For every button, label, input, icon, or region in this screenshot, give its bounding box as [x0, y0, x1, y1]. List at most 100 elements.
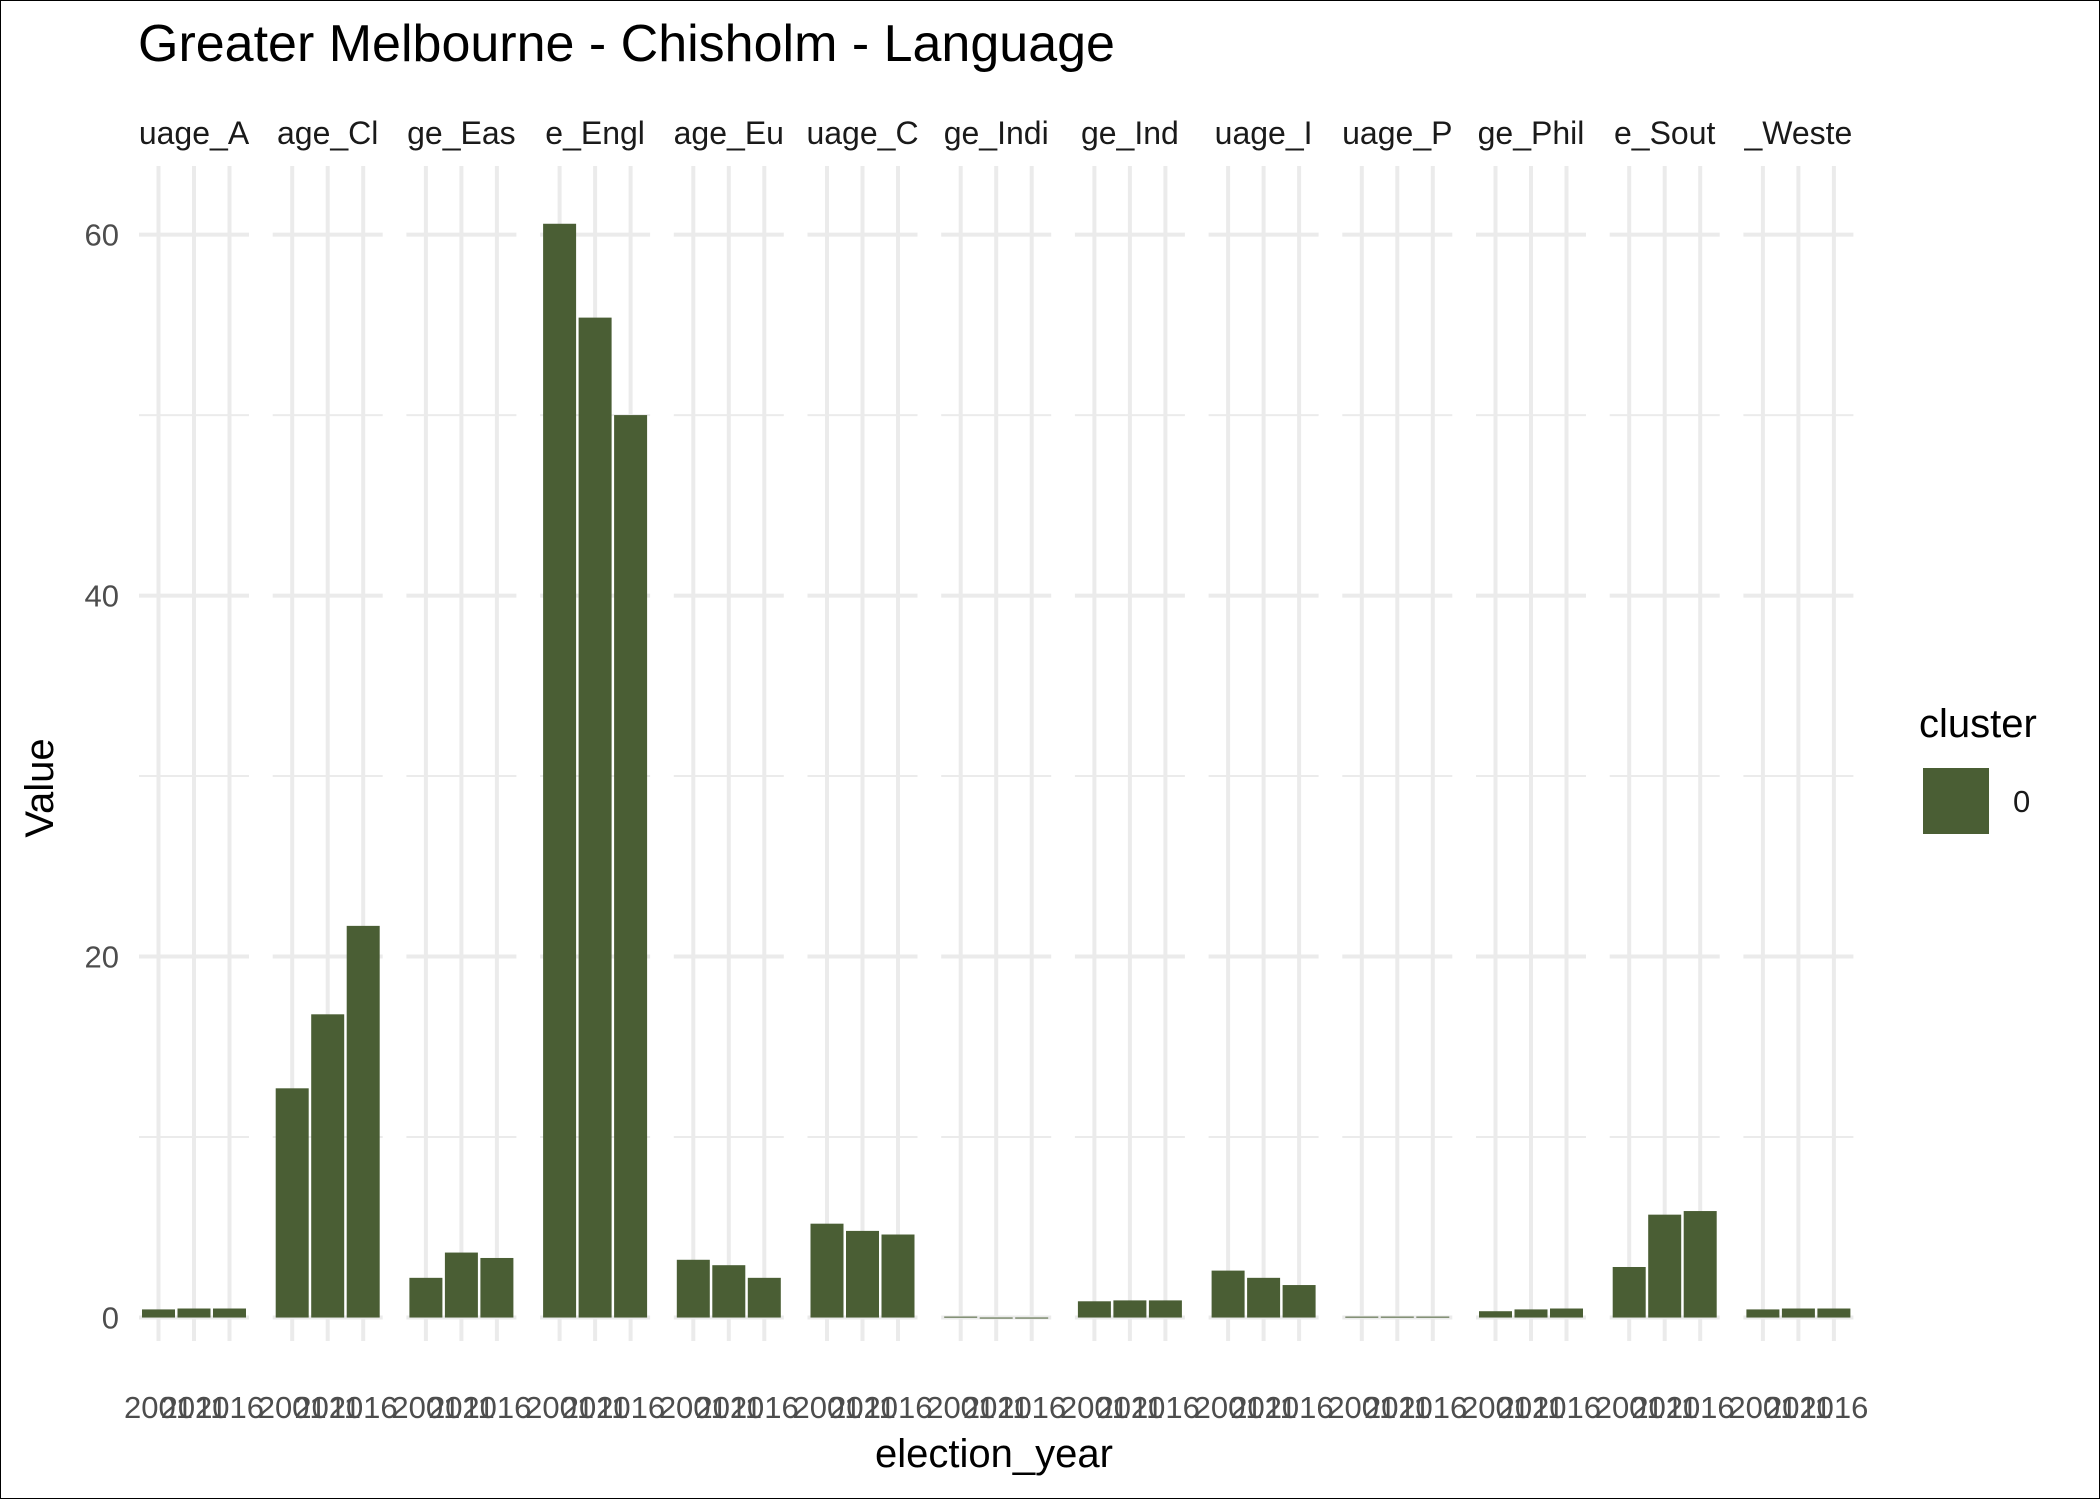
x-axis-title: election_year	[875, 1432, 1113, 1476]
bar	[213, 1308, 246, 1318]
x-tick-label: 2016	[596, 1390, 665, 1425]
bar	[1479, 1311, 1512, 1318]
x-tick-label: 2001	[1060, 1390, 1129, 1425]
bar	[1648, 1214, 1682, 1318]
x-tick-label: 2011	[161, 1390, 228, 1425]
bar	[881, 1234, 915, 1318]
bars	[142, 223, 1851, 1319]
bar	[409, 1277, 443, 1318]
bar	[1683, 1211, 1717, 1318]
facet-strip-label: ge_Ind	[1081, 115, 1179, 151]
x-tick-label: 2016	[1532, 1390, 1601, 1425]
grid-lines	[139, 166, 1854, 1341]
facet-strip-label: ge_Indi	[944, 115, 1049, 151]
x-tick-label: 2011	[1230, 1390, 1297, 1425]
facet-strip-label: uage_P	[1342, 115, 1452, 151]
bar	[1015, 1317, 1049, 1319]
y-tick-label: 0	[102, 1301, 119, 1336]
bar	[1781, 1308, 1815, 1318]
bar	[1148, 1300, 1182, 1318]
x-tick-label: 2016	[997, 1390, 1066, 1425]
facet-strip-label: uage_C	[806, 115, 918, 151]
chart-title: Greater Melbourne - Chisholm - Language	[138, 15, 1115, 73]
bar	[747, 1277, 781, 1318]
y-tick-label: 40	[85, 579, 119, 614]
bar	[1345, 1316, 1379, 1318]
x-tick-labels: 2001201120162001201120162001201120162001…	[124, 1390, 1868, 1425]
legend-key-0	[1923, 768, 1989, 834]
bar	[142, 1309, 175, 1318]
x-tick-label: 2016	[195, 1390, 264, 1425]
x-tick-label: 2001	[258, 1390, 327, 1425]
legend-title: cluster	[1919, 702, 2037, 746]
x-tick-label: 2001	[1461, 1390, 1530, 1425]
bar	[944, 1316, 978, 1318]
bar	[275, 1088, 309, 1318]
x-tick-label: 2001	[1194, 1390, 1263, 1425]
bar	[1416, 1316, 1450, 1318]
x-tick-label: 2001	[525, 1390, 594, 1425]
x-tick-label: 2016	[329, 1390, 398, 1425]
bar	[311, 1014, 345, 1318]
x-tick-label: 2011	[695, 1390, 762, 1425]
x-tick-label: 2001	[1595, 1390, 1664, 1425]
x-tick-label: 2016	[730, 1390, 799, 1425]
bar	[1550, 1308, 1583, 1318]
bar	[1282, 1285, 1316, 1318]
x-tick-label: 2001	[793, 1390, 862, 1425]
facet-strip-label: ge_Eas	[407, 115, 516, 151]
bar	[578, 317, 612, 1318]
x-tick-label: 2011	[294, 1390, 361, 1425]
x-tick-label: 2011	[1765, 1390, 1832, 1425]
bar	[1817, 1308, 1851, 1318]
x-tick-label: 2016	[462, 1390, 531, 1425]
x-tick-label: 2016	[1265, 1390, 1334, 1425]
facet-strip-label: age_Eu	[674, 115, 784, 151]
x-tick-label: 2001	[391, 1390, 460, 1425]
bar	[1380, 1316, 1414, 1318]
bar	[712, 1265, 746, 1318]
facet-strip-label: uage_A	[139, 115, 250, 151]
bar	[480, 1257, 514, 1318]
bar	[810, 1223, 844, 1318]
bar	[979, 1317, 1013, 1319]
bar	[1514, 1309, 1548, 1318]
x-tick-label: 2011	[1364, 1390, 1431, 1425]
x-tick-label: 2016	[1799, 1390, 1868, 1425]
facet-strip-label: age_Cl	[277, 115, 378, 151]
bar	[543, 223, 577, 1318]
bar	[1113, 1300, 1147, 1318]
x-tick-label: 2011	[1631, 1390, 1698, 1425]
bar	[177, 1308, 211, 1318]
x-tick-label: 2016	[1666, 1390, 1735, 1425]
bar	[1612, 1266, 1646, 1318]
legend-label-0: 0	[2013, 784, 2030, 819]
x-tick-label: 2011	[428, 1390, 495, 1425]
facet-strip-label: _Weste	[1743, 115, 1852, 151]
bar	[346, 925, 380, 1318]
x-tick-label: 2011	[1097, 1390, 1164, 1425]
legend: cluster 0	[1919, 702, 2037, 834]
bar	[444, 1252, 478, 1318]
x-tick-label: 2011	[963, 1390, 1030, 1425]
x-tick-label: 2001	[1728, 1390, 1797, 1425]
y-tick-label: 20	[85, 940, 119, 975]
x-tick-label: 2011	[829, 1390, 896, 1425]
x-tick-label: 2001	[124, 1390, 193, 1425]
y-tick-label: 60	[85, 218, 119, 253]
y-axis-title: Value	[18, 738, 62, 837]
bar	[1746, 1309, 1780, 1318]
bar	[614, 415, 648, 1318]
x-tick-label: 2001	[659, 1390, 728, 1425]
y-tick-labels: 0 20 40 60	[85, 218, 119, 1336]
x-tick-label: 2016	[1398, 1390, 1467, 1425]
facet-strip-labels: uage_A age_Cl ge_Eas e_Engl age_Eu uage_C ge_I…	[139, 115, 1852, 151]
bar	[846, 1230, 879, 1318]
bar	[1077, 1301, 1111, 1318]
x-tick-label: 2011	[1498, 1390, 1565, 1425]
bar	[676, 1259, 710, 1318]
facet-strip-label: uage_I	[1215, 115, 1313, 151]
facet-strip-label: e_Sout	[1614, 115, 1716, 151]
